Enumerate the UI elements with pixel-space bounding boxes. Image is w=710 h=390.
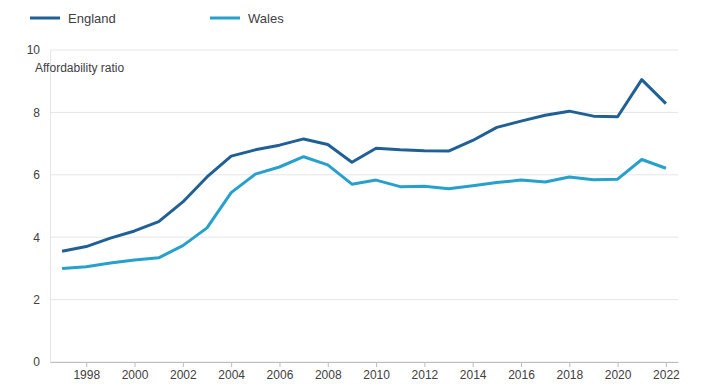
x-tick-mark <box>424 362 425 367</box>
x-tick-mark <box>135 362 136 367</box>
x-tick-label: 2002 <box>170 368 197 382</box>
legend: England Wales <box>30 11 284 26</box>
x-tick-label: 2008 <box>315 368 342 382</box>
y-tick: 8 <box>33 106 50 120</box>
x-tick: 2020 <box>605 362 632 382</box>
legend-swatch <box>210 17 240 20</box>
y-axis-line <box>50 51 51 363</box>
grid-line <box>50 237 678 238</box>
x-tick-label: 2012 <box>412 368 439 382</box>
x-tick-label: 2020 <box>605 368 632 382</box>
x-tick: 2008 <box>315 362 342 382</box>
grid-line <box>50 174 678 175</box>
x-tick: 2022 <box>653 362 680 382</box>
x-tick-mark <box>473 362 474 367</box>
x-tick-label: 2010 <box>363 368 390 382</box>
chart-svg: 0 2 4 6 8 10 1998 2000 2002 2004 2006 2008 2010 2012 2… <box>0 0 710 390</box>
x-tick: 2012 <box>412 362 439 382</box>
chart-container: 0 2 4 6 8 10 1998 2000 2002 2004 2006 2008 2010 2012 2… <box>0 0 710 390</box>
x-tick: 2010 <box>363 362 390 382</box>
grid-line <box>50 50 678 51</box>
y-tick-label: 6 <box>33 168 40 182</box>
y-tick: 4 <box>33 231 50 245</box>
y-tick-label: 4 <box>33 231 40 245</box>
y-tick-label: 10 <box>27 43 41 57</box>
x-tick: 2018 <box>556 362 583 382</box>
x-tick-mark <box>666 362 667 367</box>
legend-label: England <box>68 11 116 26</box>
y-tick: 6 <box>33 168 50 182</box>
x-tick-mark <box>618 362 619 367</box>
x-tick-mark <box>376 362 377 367</box>
y-tick-label: 0 <box>33 355 40 369</box>
x-tick-mark <box>231 362 232 367</box>
x-tick-label: 2014 <box>460 368 487 382</box>
x-tick: 2002 <box>170 362 197 382</box>
x-tick-label: 2000 <box>122 368 149 382</box>
x-tick-mark <box>328 362 329 367</box>
grid <box>50 50 678 362</box>
y-tick: 0 <box>33 355 50 369</box>
y-axis-title: Affordability ratio <box>35 61 124 75</box>
x-tick: 2016 <box>508 362 535 382</box>
grid-line <box>50 299 678 300</box>
legend-swatch <box>30 17 60 20</box>
x-tick-label: 2004 <box>218 368 245 382</box>
x-axis-line <box>51 362 679 363</box>
x-tick-label: 2006 <box>267 368 294 382</box>
x-tick-mark <box>521 362 522 367</box>
y-tick: 10 <box>27 43 50 57</box>
legend-label: Wales <box>248 11 284 26</box>
x-tick-label: 2018 <box>556 368 583 382</box>
plot-area <box>62 80 666 269</box>
series-line <box>62 157 666 269</box>
x-tick-mark <box>279 362 280 367</box>
series-line <box>62 80 666 252</box>
x-axis: 1998 2000 2002 2004 2006 2008 2010 2012 2014 2016… <box>51 362 681 382</box>
y-tick-label: 2 <box>33 293 40 307</box>
x-tick: 1998 <box>73 362 100 382</box>
x-tick-label: 1998 <box>73 368 100 382</box>
y-tick: 2 <box>33 293 50 307</box>
x-tick: 2014 <box>460 362 487 382</box>
x-tick-mark <box>183 362 184 367</box>
x-tick: 2000 <box>122 362 149 382</box>
x-tick-label: 2016 <box>508 368 535 382</box>
x-tick: 2006 <box>267 362 294 382</box>
x-tick-label: 2022 <box>653 368 680 382</box>
x-tick: 2004 <box>218 362 245 382</box>
grid-line <box>50 362 678 363</box>
x-tick-mark <box>569 362 570 367</box>
y-axis: 0 2 4 6 8 10 <box>27 43 51 369</box>
y-tick-label: 8 <box>33 106 40 120</box>
x-tick-mark <box>86 362 87 367</box>
